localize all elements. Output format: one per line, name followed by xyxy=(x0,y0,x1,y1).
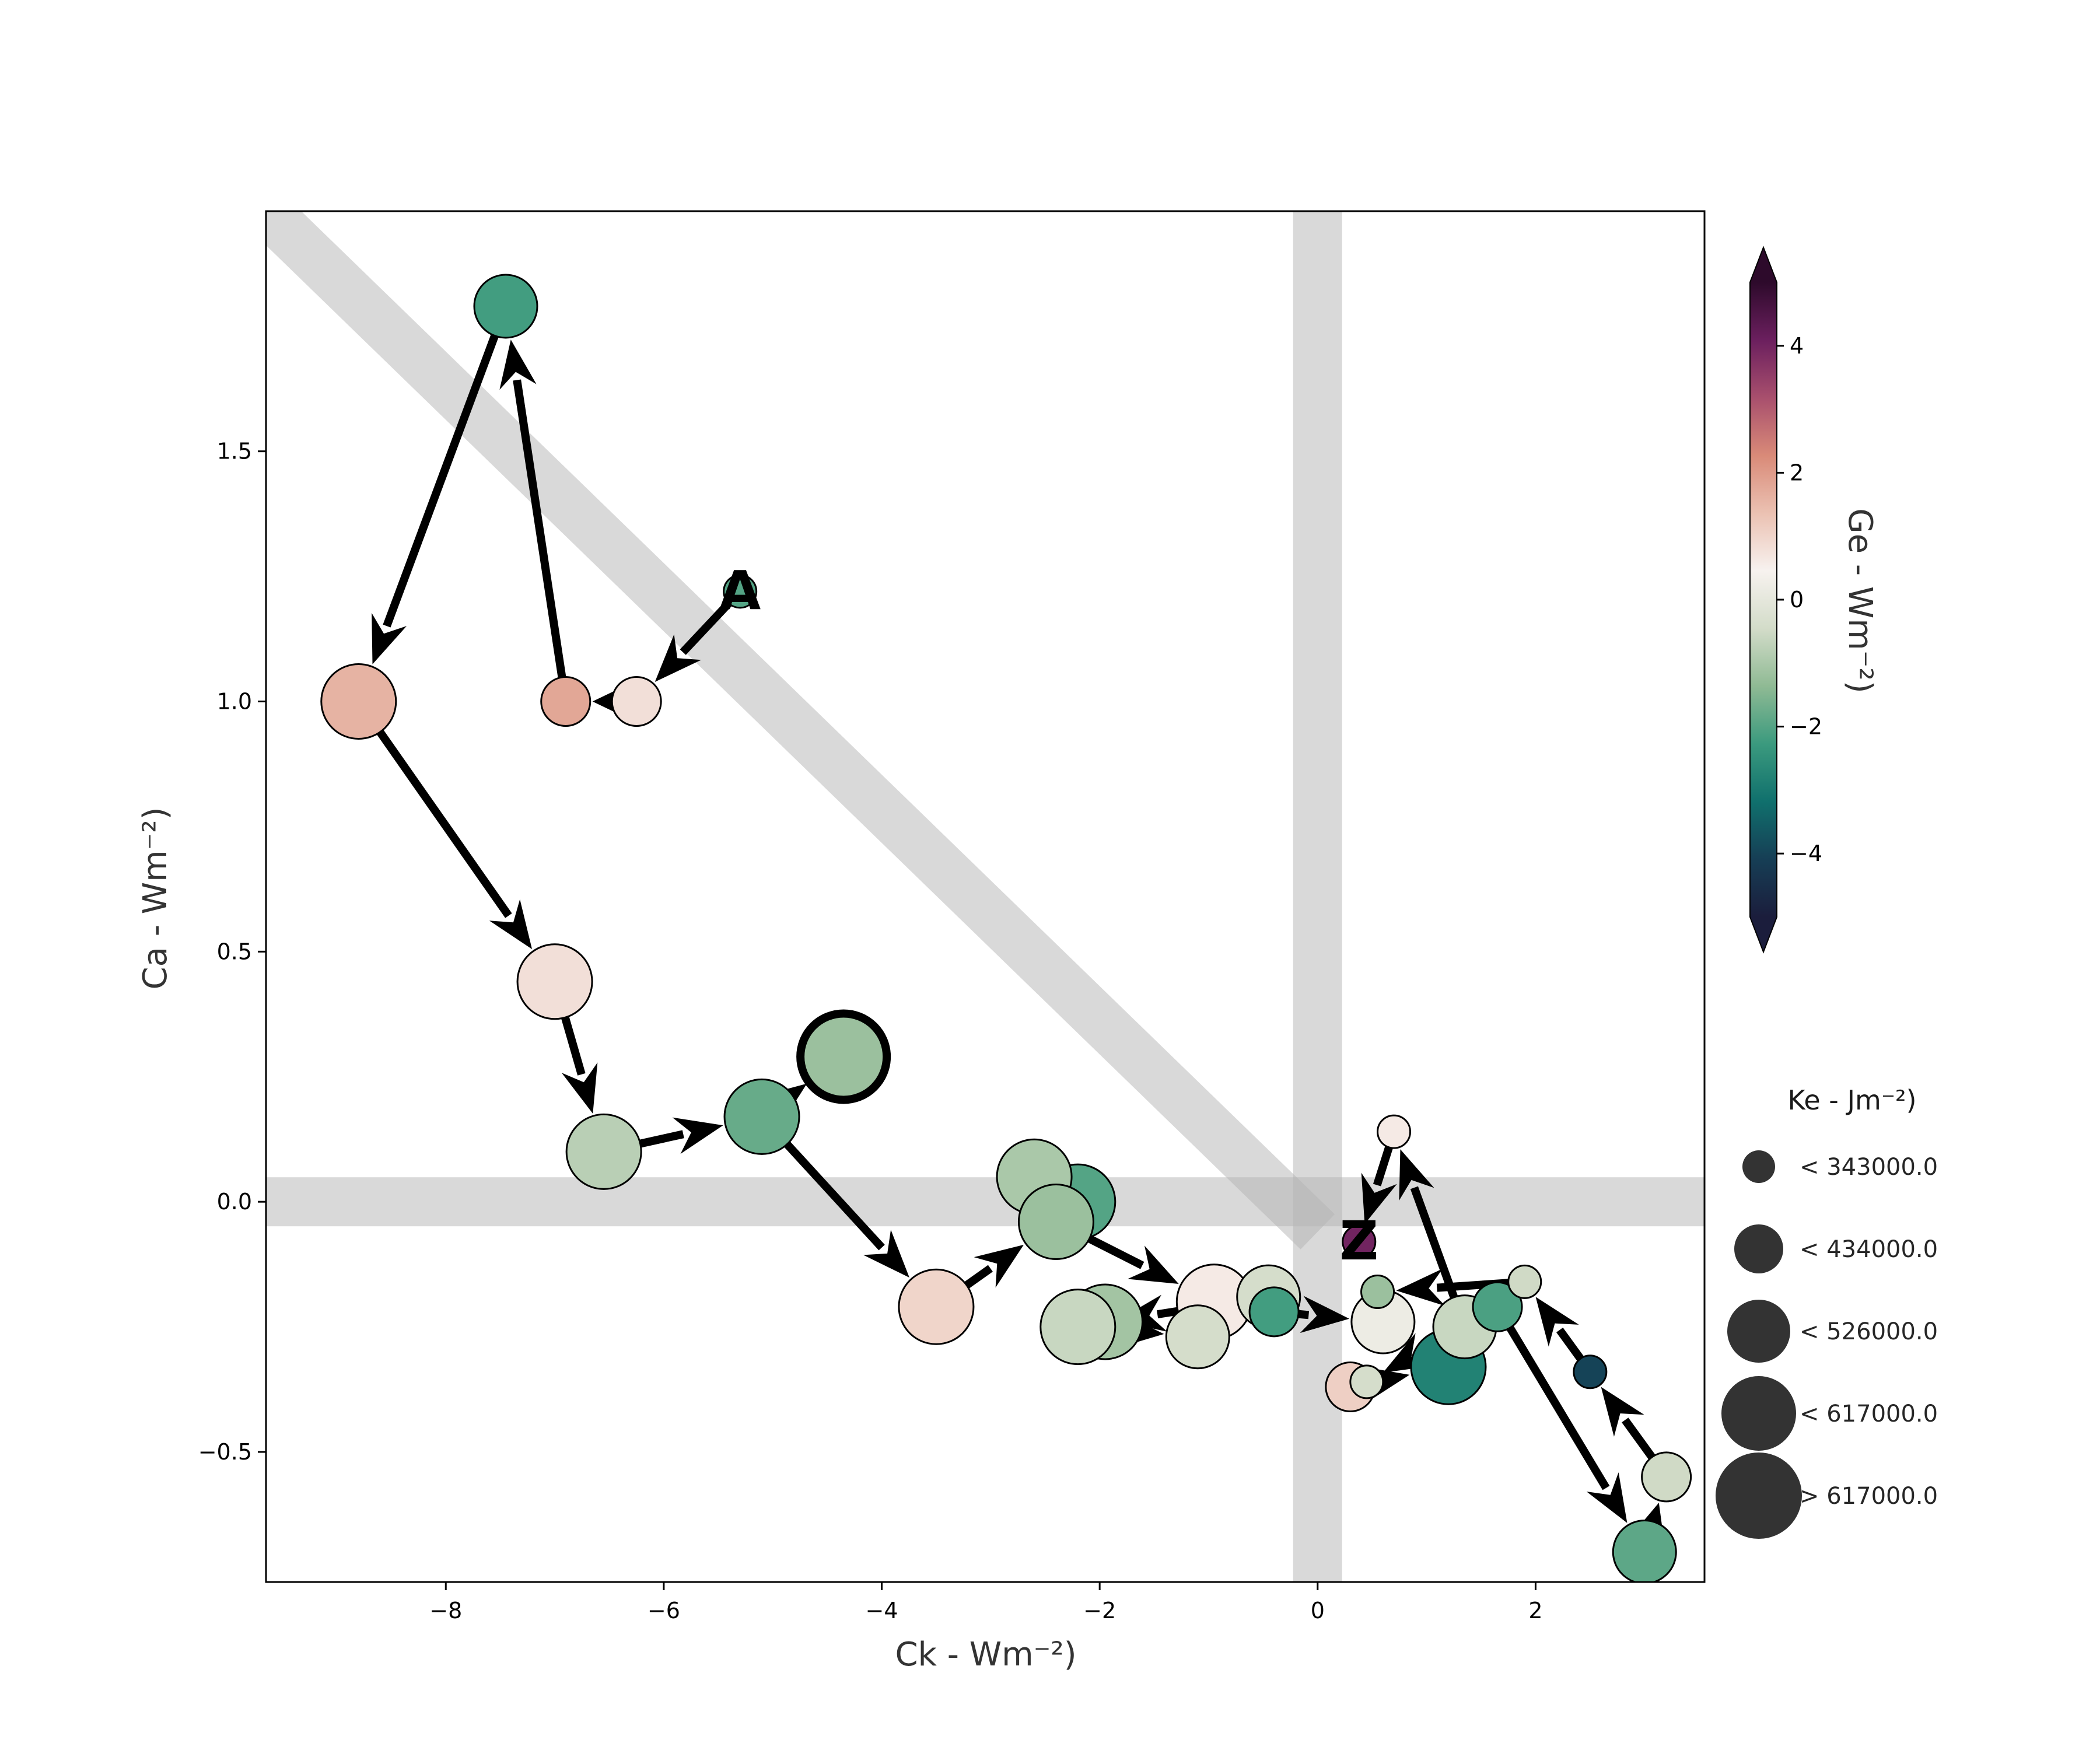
size-legend-entry: < 343000.0 xyxy=(1742,1150,1938,1183)
y-tick-label: 0.5 xyxy=(217,939,252,964)
size-legend-swatch xyxy=(1716,1452,1802,1539)
size-legend-label: < 526000.0 xyxy=(1800,1318,1938,1345)
data-point xyxy=(1377,1114,1412,1149)
data-point xyxy=(1612,1520,1677,1582)
trajectory-arrow xyxy=(355,699,533,950)
x-tick-label: −4 xyxy=(866,1598,898,1623)
size-legend: < 343000.0 < 434000.0 < 526000.0 < 617000.0… xyxy=(1716,1150,1938,1539)
x-tick-label: 2 xyxy=(1528,1598,1542,1623)
colorbar-tick-label: 0 xyxy=(1790,587,1804,612)
data-point xyxy=(1017,1183,1094,1260)
x-tick-label: −8 xyxy=(429,1598,462,1623)
size-legend-entry: < 526000.0 xyxy=(1727,1300,1938,1363)
data-point xyxy=(1360,1275,1395,1310)
size-legend-title: Ke - Jm⁻²) xyxy=(1787,1084,1916,1116)
data-point xyxy=(1472,1281,1523,1332)
data-point xyxy=(320,663,397,740)
colorbar-tick-label: 4 xyxy=(1790,333,1804,359)
start-end-markers: AZ xyxy=(719,559,1378,1272)
data-point xyxy=(723,1078,800,1155)
size-legend-label: > 617000.0 xyxy=(1800,1483,1938,1510)
trajectory-arrow xyxy=(372,304,510,664)
diagonal-band xyxy=(266,211,1335,1250)
plot-frame xyxy=(265,210,1706,1583)
size-legend-swatch xyxy=(1721,1376,1796,1451)
colorbar-gradient xyxy=(1750,282,1777,917)
data-point xyxy=(1342,1224,1377,1259)
data-point xyxy=(1040,1289,1116,1366)
end-marker: Z xyxy=(1339,1210,1378,1272)
colorbar-tick-label: −2 xyxy=(1790,714,1822,740)
data-points xyxy=(320,274,1692,1582)
x-tick-label: −6 xyxy=(648,1598,680,1623)
data-point xyxy=(796,1009,891,1104)
y-tick-label: 0.0 xyxy=(217,1189,252,1214)
data-point xyxy=(723,574,758,609)
x-axis-ticks: −8 −6 −4 −2 0 2 xyxy=(429,1582,1543,1623)
size-legend-label: < 343000.0 xyxy=(1800,1154,1938,1181)
colorbar: 4 2 0 −2 −4 xyxy=(1749,246,1822,954)
size-legend-entry: > 617000.0 xyxy=(1716,1452,1938,1539)
colorbar-extend-top xyxy=(1750,247,1777,282)
colorbar-tick-label: 2 xyxy=(1790,460,1804,485)
data-point xyxy=(1248,1286,1300,1338)
colorbar-outline xyxy=(1749,246,1777,954)
x-tick-label: 0 xyxy=(1311,1598,1325,1623)
colorbar-tick-label: −4 xyxy=(1790,841,1822,866)
horizontal-zero-band xyxy=(266,1177,1704,1227)
size-legend-label: < 434000.0 xyxy=(1800,1236,1938,1263)
x-tick-label: −2 xyxy=(1083,1598,1116,1623)
data-point xyxy=(540,676,592,727)
data-point xyxy=(1507,1264,1542,1299)
y-tick-label: −0.5 xyxy=(198,1439,252,1465)
data-point xyxy=(1573,1354,1608,1390)
y-axis-title: Ca - Wm⁻²) xyxy=(136,807,174,989)
vertical-zero-band xyxy=(1293,211,1342,1582)
size-legend-swatch xyxy=(1742,1150,1775,1183)
data-point xyxy=(565,1113,642,1190)
data-point xyxy=(1165,1304,1230,1370)
colorbar-extend-bottom xyxy=(1750,917,1777,952)
data-point xyxy=(1349,1364,1384,1399)
size-legend-label: < 617000.0 xyxy=(1800,1401,1938,1427)
size-legend-swatch xyxy=(1734,1224,1783,1273)
x-axis-title: Ck - Wm⁻²) xyxy=(895,1636,1076,1674)
data-point xyxy=(611,676,662,727)
size-legend-swatch xyxy=(1727,1300,1790,1363)
y-tick-label: 1.0 xyxy=(217,689,252,715)
size-legend-entry: < 434000.0 xyxy=(1734,1224,1938,1273)
data-point xyxy=(898,1268,975,1345)
data-point xyxy=(1641,1451,1692,1503)
reference-bands xyxy=(266,211,1704,1582)
data-point xyxy=(473,274,538,339)
trajectory-arrow xyxy=(1494,1304,1628,1523)
y-axis-ticks: −0.5 0.0 0.5 1.0 1.5 xyxy=(198,439,266,1465)
y-tick-label: 1.5 xyxy=(217,439,252,464)
data-point xyxy=(516,943,593,1020)
size-legend-entry: < 617000.0 xyxy=(1721,1376,1938,1451)
trajectory-arrow xyxy=(499,340,570,702)
colorbar-title: Ge - Wm⁻²) xyxy=(1841,508,1879,693)
start-marker: A xyxy=(719,559,761,622)
